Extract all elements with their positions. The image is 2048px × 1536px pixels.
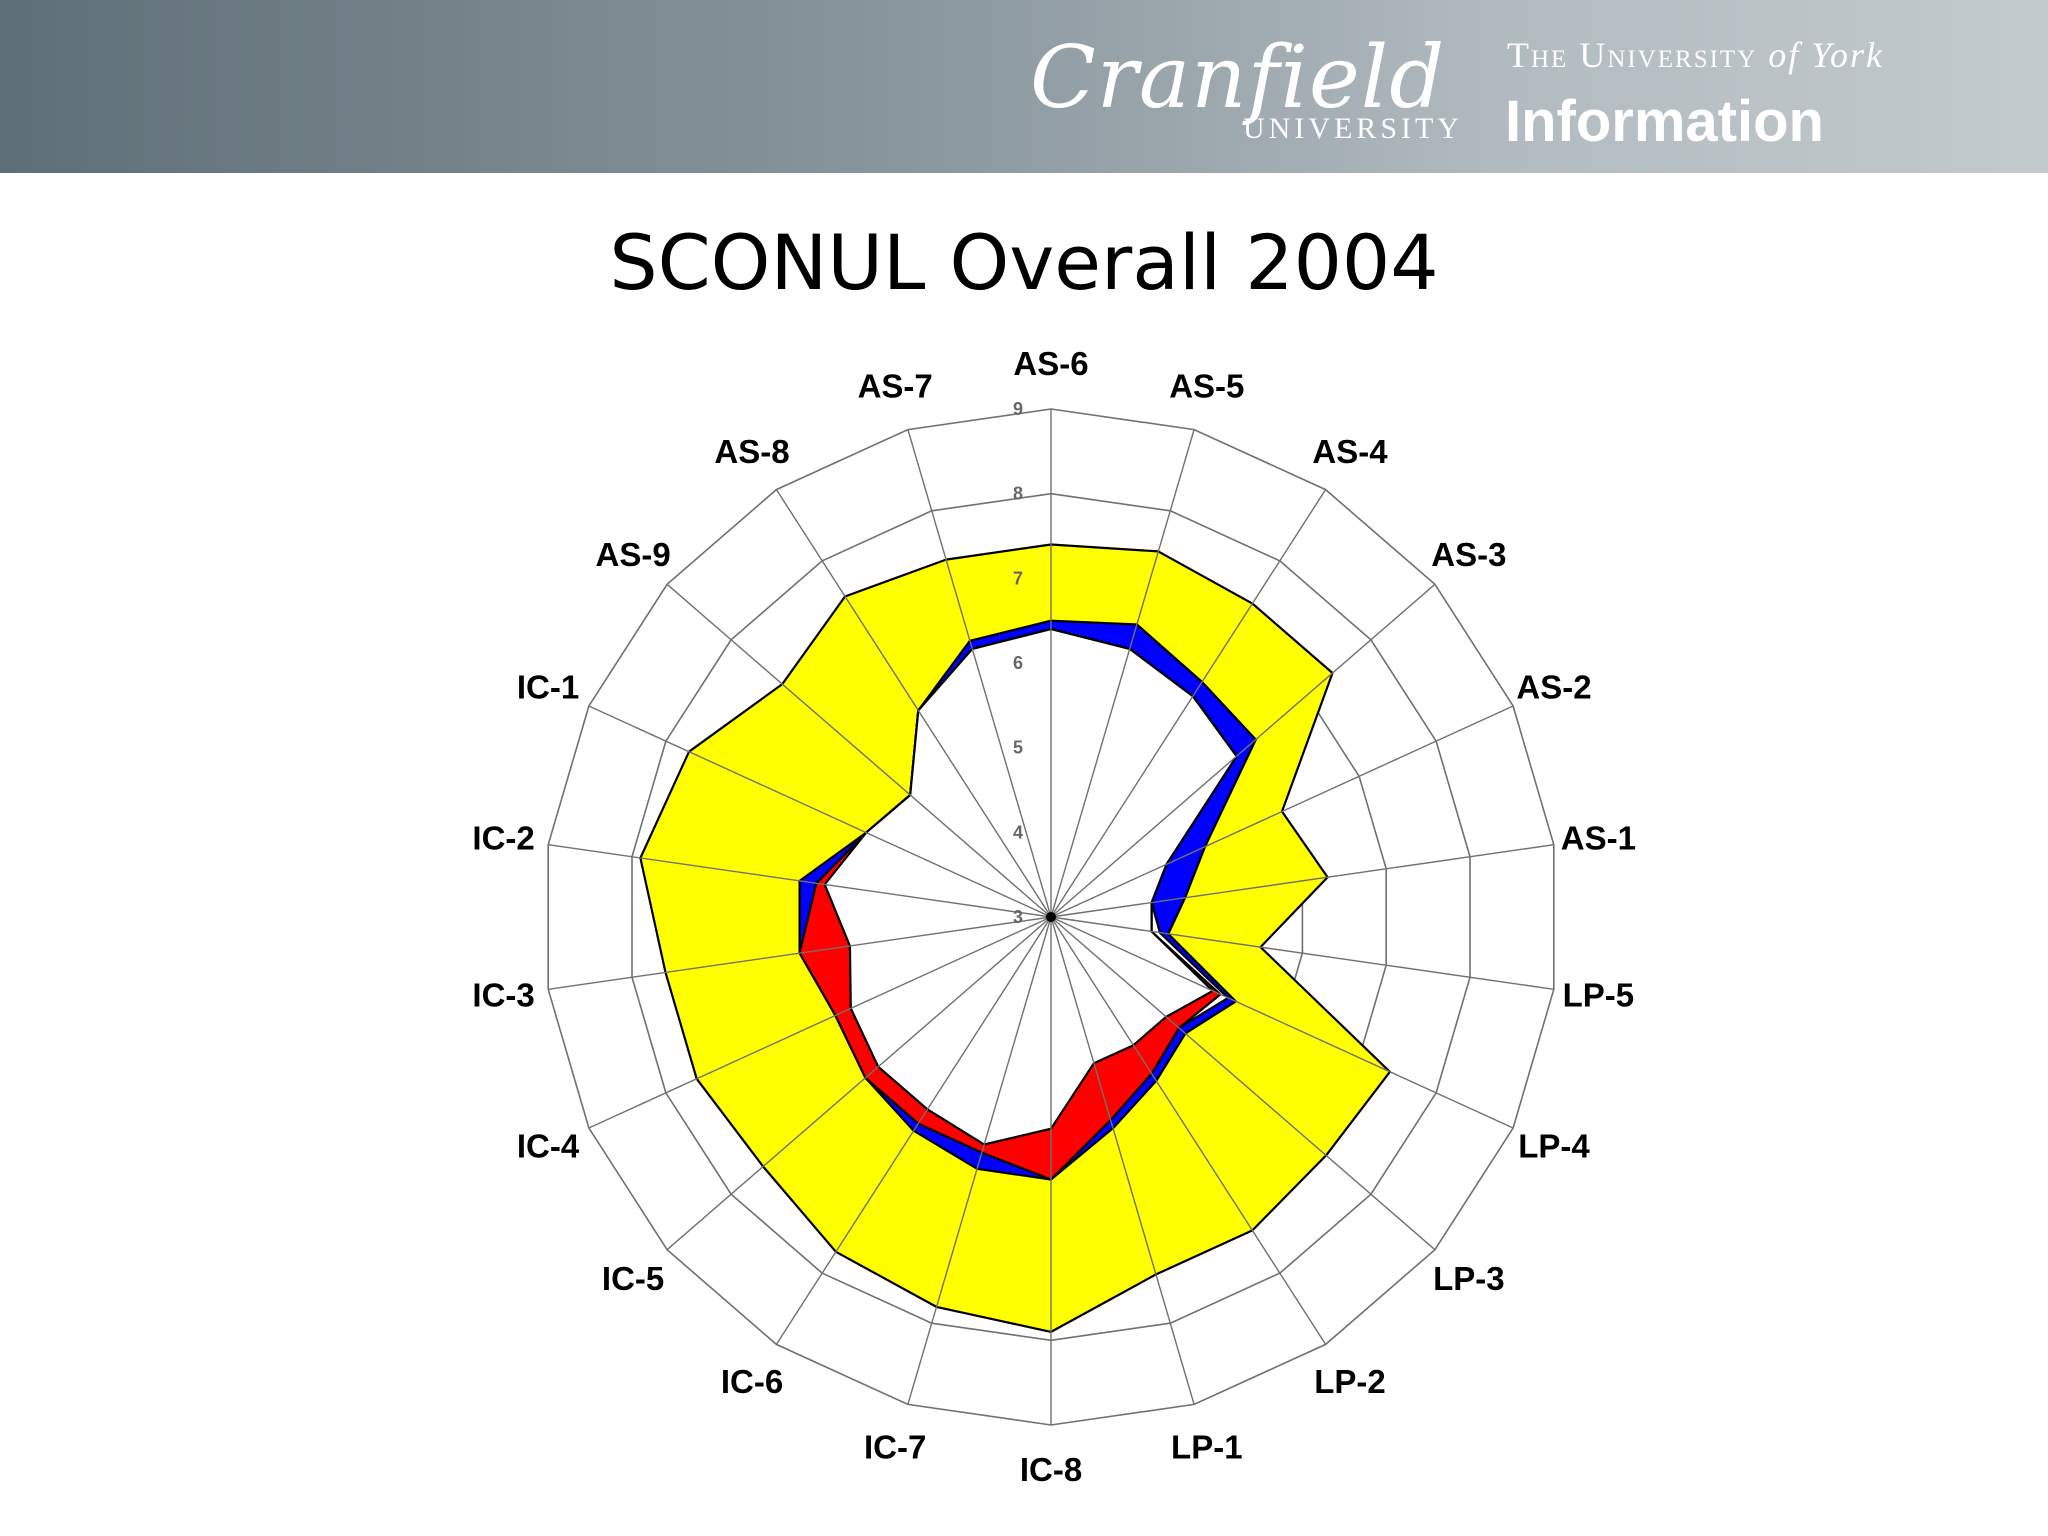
spoke-IC-7 [907, 916, 1052, 1405]
axis-label-AS-6: AS-6 [1013, 345, 1088, 382]
tick-label-8: 8 [1013, 484, 1023, 504]
spoke-AS-3 [1050, 583, 1436, 918]
axis-label-IC-8: IC-8 [1020, 1451, 1082, 1488]
york-logo-line1: The University of York [1507, 34, 1884, 76]
tick-label-7: 7 [1013, 568, 1023, 588]
axis-label-LP-3: LP-3 [1433, 1260, 1505, 1297]
university-of-york-information-logo: The University of York Information [1505, 34, 2005, 154]
axis-label-IC-3: IC-3 [472, 977, 534, 1014]
spoke-IC-3 [548, 916, 1052, 990]
spoke-IC-5 [666, 916, 1052, 1251]
spoke-LP-1 [1050, 916, 1195, 1405]
axis-label-IC-5: IC-5 [602, 1260, 664, 1297]
spoke-AS-9 [666, 583, 1052, 918]
axis-label-IC-2: IC-2 [472, 819, 534, 856]
chart-title: SCONUL Overall 2004 [609, 218, 1439, 307]
axis-label-AS-1: AS-1 [1561, 819, 1636, 856]
spoke-LP-3 [1050, 916, 1436, 1251]
york-logo-information: Information [1505, 89, 1824, 154]
tick-label-5: 5 [1013, 738, 1023, 758]
tick-label-4: 4 [1013, 822, 1023, 842]
spoke-IC-1 [588, 705, 1052, 918]
spoke-AS-8 [775, 489, 1052, 918]
spoke-LP-2 [1050, 916, 1327, 1345]
radar-axis-labels: AS-6 AS-5 AS-4 AS-3 AS-2 AS-1 LP-5 LP-4 LP-3 LP-2… [472, 345, 1636, 1488]
axis-label-LP-4: LP-4 [1518, 1128, 1590, 1165]
radar-series [639, 543, 1392, 1334]
axis-label-LP-2: LP-2 [1314, 1363, 1386, 1400]
spoke-AS-1 [1050, 844, 1554, 918]
spoke-AS-5 [1050, 429, 1195, 918]
axis-label-IC-6: IC-6 [721, 1363, 783, 1400]
radar-tick-labels: 3 4 5 6 7 8 9 [1013, 399, 1023, 927]
axis-label-IC-7: IC-7 [864, 1429, 926, 1466]
axis-label-LP-5: LP-5 [1563, 977, 1635, 1014]
axis-label-AS-9: AS-9 [596, 536, 671, 573]
axis-label-AS-7: AS-7 [858, 367, 933, 404]
axis-label-AS-8: AS-8 [714, 433, 789, 470]
axis-label-LP-1: LP-1 [1171, 1429, 1243, 1466]
spoke-AS-2 [1050, 705, 1514, 918]
york-logo-of-york: of York [1768, 35, 1884, 75]
axis-label-AS-4: AS-4 [1312, 433, 1388, 470]
tick-label-3: 3 [1013, 907, 1023, 927]
spoke-AS-7 [907, 429, 1052, 918]
spoke-IC-4 [588, 916, 1052, 1129]
radar-spokes [548, 409, 1554, 1425]
spoke-LP-4 [1050, 916, 1514, 1129]
axis-label-IC-4: IC-4 [517, 1128, 580, 1165]
axis-label-AS-3: AS-3 [1431, 536, 1506, 573]
radar-center [1046, 912, 1056, 922]
axis-label-IC-1: IC-1 [517, 668, 579, 705]
york-logo-university: The University [1507, 35, 1758, 75]
spoke-LP-5 [1050, 916, 1554, 990]
tick-label-6: 6 [1013, 653, 1023, 673]
header-banner [0, 0, 2048, 173]
axis-label-AS-2: AS-2 [1516, 668, 1591, 705]
axis-label-AS-5: AS-5 [1169, 367, 1244, 404]
cranfield-university-logo: Cranfield UNIVERSITY [1030, 28, 1459, 148]
spoke-IC-6 [775, 916, 1052, 1345]
spoke-IC-2 [548, 844, 1052, 918]
tick-label-9: 9 [1013, 399, 1023, 419]
cranfield-logo-script: Cranfield [1030, 28, 1446, 128]
spoke-AS-4 [1050, 489, 1327, 918]
cranfield-logo-sub: UNIVERSITY [1243, 112, 1463, 145]
